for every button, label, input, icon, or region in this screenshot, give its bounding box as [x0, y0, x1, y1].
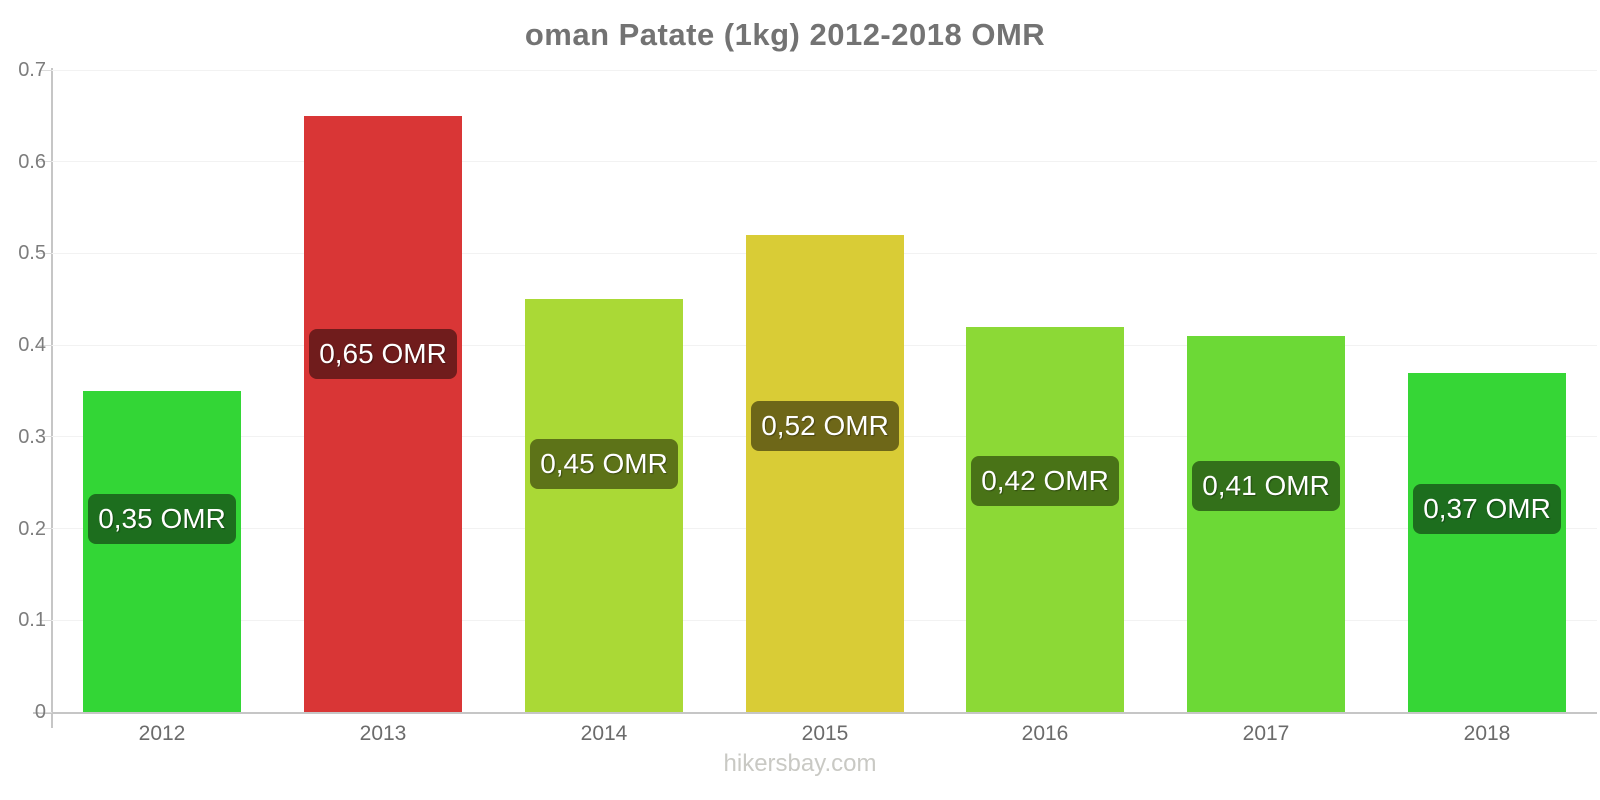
y-tick-label-0.5: 0.5: [18, 242, 46, 265]
y-tick-0.7: [39, 69, 52, 71]
value-label-2015: 0,52 OMR: [751, 401, 899, 451]
x-category-2012: 2012: [138, 722, 186, 745]
y-tick-0.2: [39, 528, 52, 530]
bar-2016: [966, 327, 1124, 712]
x-category-2015: 2015: [801, 722, 849, 745]
value-label-2014: 0,45 OMR: [530, 439, 678, 489]
bar-2018: [1408, 373, 1566, 712]
bar-2012: [83, 391, 241, 712]
x-category-2014: 2014: [580, 722, 628, 745]
y-tick-label-0.6: 0.6: [18, 150, 46, 173]
y-tick-0.5: [39, 252, 52, 254]
bar-2013: [304, 116, 462, 712]
watermark-text: hikersbay.com: [723, 750, 877, 777]
y-tick-label-0.4: 0.4: [18, 334, 46, 357]
value-label-2016: 0,42 OMR: [971, 456, 1119, 506]
bar-2015: [746, 235, 904, 712]
value-label-2012: 0,35 OMR: [88, 494, 236, 544]
y-tick-label-0.2: 0.2: [18, 517, 46, 540]
bar-2014: [525, 299, 683, 712]
y-tick-label-0.7: 0.7: [18, 59, 46, 81]
x-category-2013: 2013: [359, 722, 407, 745]
y-tick-0.3: [39, 436, 52, 438]
value-label-2018: 0,37 OMR: [1413, 484, 1561, 534]
y-tick-0.4: [39, 344, 52, 346]
y-tick-0.1: [39, 619, 52, 621]
y-tick-label-0.3: 0.3: [18, 425, 46, 448]
x-category-2017: 2017: [1242, 722, 1290, 745]
bar-2017: [1187, 336, 1345, 712]
y-tick-0.6: [39, 161, 52, 163]
chart-title: oman Patate (1kg) 2012-2018 OMR: [524, 17, 1046, 52]
value-label-2017: 0,41 OMR: [1192, 461, 1340, 511]
value-label-2013: 0,65 OMR: [309, 329, 457, 379]
y-axis-line: [51, 68, 53, 728]
y-tick-label-0: 0: [34, 701, 46, 723]
x-axis-line: [33, 712, 1597, 714]
y-tick-0: [39, 711, 52, 713]
gridline-0.6: [52, 161, 1597, 163]
gridline-0.7: [52, 69, 1597, 71]
x-category-2016: 2016: [1021, 722, 1069, 745]
x-category-2018: 2018: [1463, 722, 1511, 745]
y-tick-label-0.1: 0.1: [18, 609, 46, 632]
